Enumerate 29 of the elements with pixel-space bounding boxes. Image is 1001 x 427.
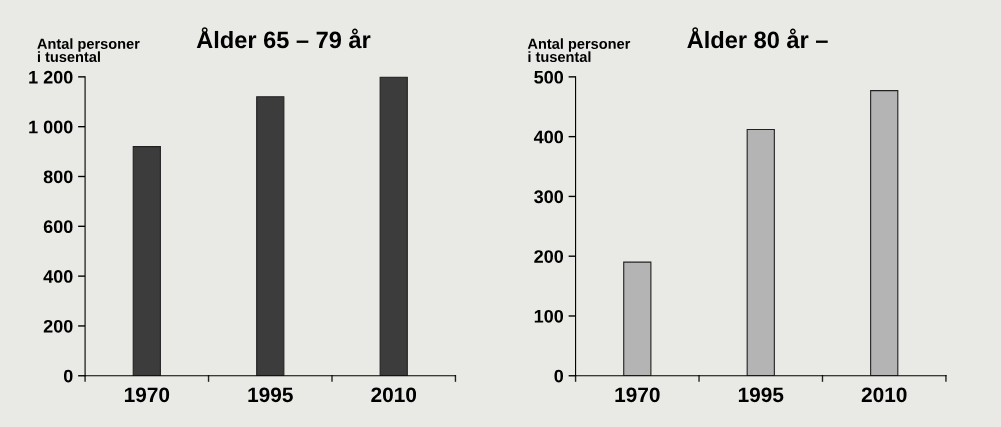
chart-title: Ålder 65 – 79 år (196, 27, 371, 49)
bar (870, 90, 899, 376)
x-tick-label: 1995 (248, 387, 293, 403)
y-tick-label: 0 (63, 369, 73, 383)
y-tick-label: 400 (43, 270, 73, 283)
bar (746, 128, 775, 376)
y-axis-title: Antal personer i tusental (37, 38, 140, 63)
y-tick-label: 800 (43, 170, 73, 184)
y-tick-label: 300 (534, 190, 564, 204)
y-tick-label: 100 (534, 309, 564, 323)
x-tick-label: 1970 (124, 387, 170, 403)
bar (379, 76, 408, 376)
y-tick-label: 600 (43, 220, 73, 234)
x-tick-label: 2010 (371, 387, 417, 403)
y-tick-label: 500 (534, 70, 564, 84)
x-tick-label: 2010 (861, 387, 907, 403)
chart-title: Ålder 80 år – (687, 27, 828, 49)
y-tick-label: 400 (533, 130, 564, 144)
y-tick-label: 1 200 (29, 70, 73, 84)
bar (256, 96, 285, 376)
y-axis-title: Antal personer i tusental (527, 38, 631, 63)
y-tick-label: 0 (554, 369, 564, 383)
bar (132, 146, 161, 376)
x-tick-label: 1995 (738, 387, 784, 403)
y-tick-label: 200 (43, 319, 73, 333)
x-tick-label: 1970 (615, 387, 660, 403)
y-tick-label: 1 000 (29, 120, 73, 134)
bar (623, 261, 652, 376)
y-tick-label: 200 (534, 250, 564, 263)
